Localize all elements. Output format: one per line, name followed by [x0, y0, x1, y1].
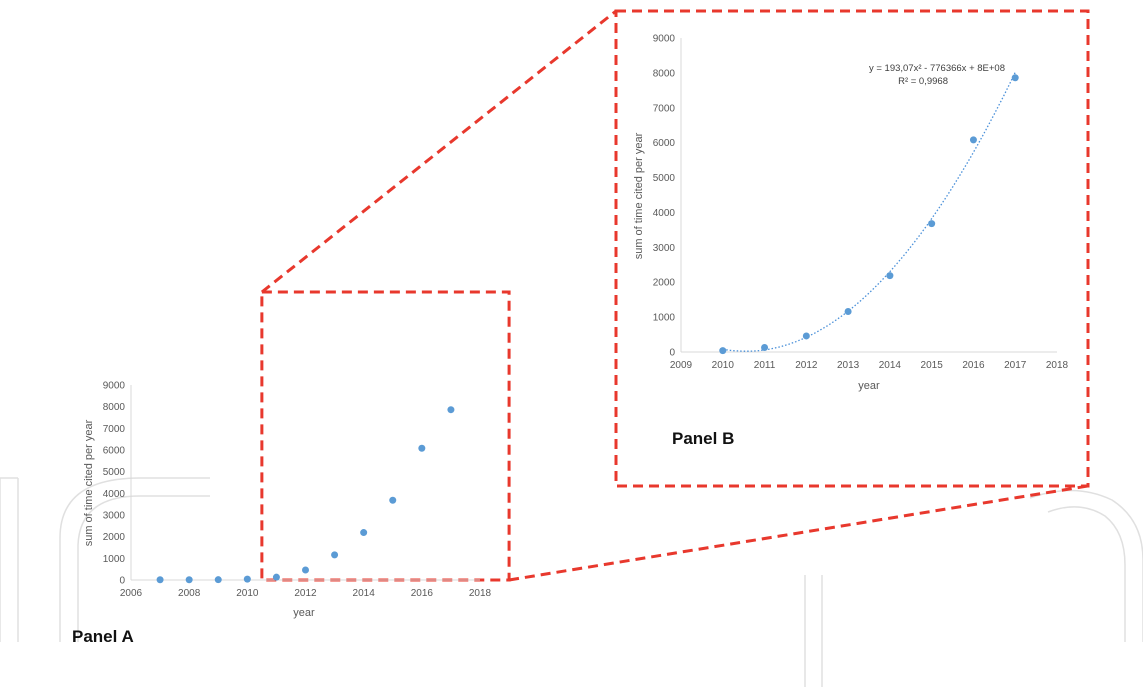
panel-b-x-tick-label: 2012 — [795, 360, 818, 371]
panel-a-data-point — [360, 529, 368, 537]
panel-a-x-tick-label: 2008 — [178, 588, 201, 599]
panel-a-data-point — [156, 576, 164, 584]
panel-b-data-point — [802, 332, 810, 340]
panel-a-x-tick-label: 2014 — [353, 588, 376, 599]
panel-a-y-tick-label: 3000 — [103, 511, 126, 522]
panel-b-data-point — [886, 272, 894, 280]
panel-b-data-point — [928, 220, 936, 228]
panel-b-y-tick-label: 2000 — [653, 278, 676, 289]
panel-b-y-tick-label: 7000 — [653, 103, 676, 114]
panel-b-x-tick-label: 2010 — [712, 360, 735, 371]
trendline-curve — [722, 72, 1016, 352]
panel-b-x-tick-label: 2013 — [837, 360, 860, 371]
panel-b-y-tick-label: 4000 — [653, 208, 676, 219]
zoom-callout — [260, 9, 1090, 582]
panel-b-y-tick-label: 1000 — [653, 313, 676, 324]
panel-a-y-tick-label: 1000 — [103, 554, 126, 565]
zoom-connector-top — [260, 9, 617, 294]
panel-b-label: Panel B — [672, 429, 734, 448]
panel-a-data-point — [272, 573, 280, 581]
trendline-equation: y = 193,07x² - 776366x + 8E+08 — [869, 63, 1005, 74]
panel-a-data-point — [331, 551, 339, 559]
panel-a-y-tick-label: 9000 — [103, 381, 126, 392]
panel-b-x-tick-label: 2009 — [670, 360, 693, 371]
panel-b-data-point — [1011, 74, 1019, 82]
panel-b-chart: 0 1000 2000 3000 4000 5000 6000 7000 8000 9000 200… — [653, 34, 1069, 372]
zoom-target-box — [614, 9, 1090, 488]
panel-b-ylabel: sum of time cited per year — [633, 132, 645, 259]
trendline-r-squared: R² = 0,9968 — [898, 76, 948, 87]
panel-b-y-tick-label: 8000 — [653, 68, 676, 79]
panel-a-y-tick-label: 2000 — [103, 532, 126, 543]
panel-a-x-tick-label: 2012 — [294, 588, 317, 599]
panel-b-y-tick-label: 6000 — [653, 138, 676, 149]
panel-a-y-tick-label: 5000 — [103, 467, 126, 478]
panel-b-y-tick-label: 5000 — [653, 173, 676, 184]
panel-b-y-tick-label: 9000 — [653, 34, 676, 45]
panel-a-y-tick-label: 8000 — [103, 402, 126, 413]
panel-b-x-tick-label: 2018 — [1046, 360, 1069, 371]
panel-a-data-point — [243, 575, 251, 583]
panel-a-x-tick-label: 2016 — [411, 588, 434, 599]
panel-a-data-point — [214, 576, 222, 584]
panel-a-data-point — [389, 496, 397, 504]
panel-b-x-tick-label: 2016 — [962, 360, 985, 371]
panel-b-data-point — [844, 308, 852, 316]
panel-a-x-tick-label: 2006 — [120, 588, 143, 599]
panel-b-y-tick-label: 3000 — [653, 243, 676, 254]
panel-b-xlabel: year — [858, 380, 880, 392]
panel-a-chart: 0 1000 2000 3000 4000 5000 6000 7000 8000 9000 200… — [103, 381, 492, 600]
zoom-connector-bottom — [508, 484, 1089, 582]
panel-a-xlabel: year — [293, 607, 315, 619]
panel-a-y-tick-label: 0 — [119, 576, 125, 587]
panel-a-y-tick-label: 6000 — [103, 446, 126, 457]
panel-a-x-tick-label: 2018 — [469, 588, 492, 599]
panel-b-x-tick-label: 2015 — [921, 360, 944, 371]
panel-a-label: Panel A — [72, 627, 134, 646]
panel-b-data-point — [719, 347, 727, 355]
panel-b-y-tick-label: 0 — [669, 348, 675, 359]
zoom-source-box — [260, 290, 511, 582]
panel-a-data-point — [185, 576, 193, 584]
panel-a-x-tick-label: 2010 — [236, 588, 259, 599]
watermark-logo — [0, 477, 1143, 687]
panel-b-data-point — [969, 136, 977, 144]
panel-b-data-point — [761, 343, 769, 351]
panel-b-x-tick-label: 2011 — [754, 360, 776, 371]
panel-a-y-tick-label: 4000 — [103, 489, 126, 500]
panel-a-data-point — [447, 406, 455, 414]
panel-b-x-tick-label: 2014 — [879, 360, 902, 371]
panel-a-data-point — [418, 444, 426, 452]
panel-b-x-tick-label: 2017 — [1004, 360, 1027, 371]
panel-a-ylabel: sum of time cited per year — [83, 419, 95, 546]
panel-a-data-point — [302, 566, 309, 574]
panel-a-y-tick-label: 7000 — [103, 424, 126, 435]
